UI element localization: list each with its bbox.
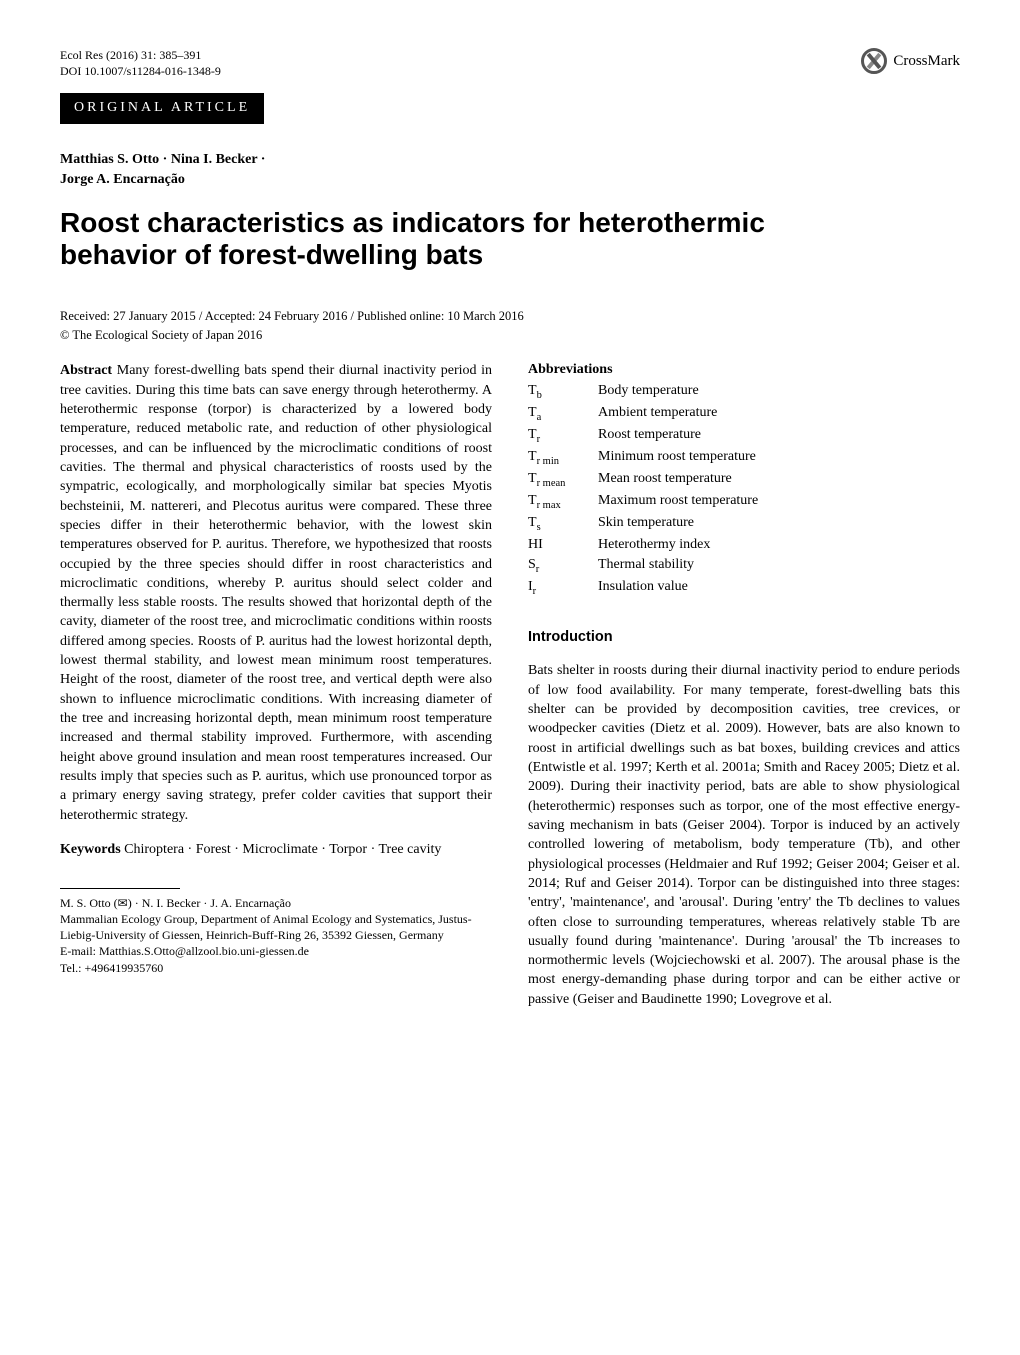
abbreviation-description: Thermal stability bbox=[598, 556, 758, 578]
introduction-body: Bats shelter in roosts during their diur… bbox=[528, 661, 960, 1009]
abbreviation-symbol: Sr bbox=[528, 556, 598, 578]
abbreviation-description: Maximum roost temperature bbox=[598, 492, 758, 514]
abbreviation-description: Mean roost temperature bbox=[598, 470, 758, 492]
crossmark-icon bbox=[861, 48, 887, 74]
abbreviation-symbol: Tr min bbox=[528, 448, 598, 470]
abbreviation-description: Ambient temperature bbox=[598, 404, 758, 426]
authors-line-1: Matthias S. Otto · Nina I. Becker · bbox=[60, 150, 960, 170]
crossmark-label: CrossMark bbox=[893, 51, 960, 71]
abbreviation-row: HIHeterothermy index bbox=[528, 536, 758, 556]
doi: DOI 10.1007/s11284-016-1348-9 bbox=[60, 64, 221, 80]
abbreviation-symbol: Ts bbox=[528, 514, 598, 536]
abbreviation-row: TsSkin temperature bbox=[528, 514, 758, 536]
crossmark-badge[interactable]: CrossMark bbox=[861, 48, 960, 74]
journal-header: Ecol Res (2016) 31: 385–391 DOI 10.1007/… bbox=[60, 48, 221, 79]
article-type-band: ORIGINAL ARTICLE bbox=[60, 93, 264, 124]
abbreviation-row: TaAmbient temperature bbox=[528, 404, 758, 426]
abbreviation-symbol: Ir bbox=[528, 578, 598, 600]
journal-citation: Ecol Res (2016) 31: 385–391 bbox=[60, 48, 221, 64]
abbreviation-description: Skin temperature bbox=[598, 514, 758, 536]
abstract-paragraph: Abstract Many forest-dwelling bats spend… bbox=[60, 361, 492, 825]
abbreviation-description: Roost temperature bbox=[598, 426, 758, 448]
abbreviation-row: SrThermal stability bbox=[528, 556, 758, 578]
introduction-heading: Introduction bbox=[528, 628, 960, 648]
abbreviation-symbol: Tr bbox=[528, 426, 598, 448]
abbreviation-symbol: Ta bbox=[528, 404, 598, 426]
right-column: Abbreviations TbBody temperatureTaAmbien… bbox=[528, 361, 960, 1009]
author-list: Matthias S. Otto · Nina I. Becker · Jorg… bbox=[60, 150, 960, 189]
correspondence-footnote: M. S. Otto (✉) · N. I. Becker · J. A. En… bbox=[60, 895, 492, 976]
keywords-body: Chiroptera · Forest · Microclimate · Tor… bbox=[124, 842, 441, 857]
article-title: Roost characteristics as indicators for … bbox=[60, 207, 880, 271]
abstract-label: Abstract bbox=[60, 363, 112, 378]
abbreviation-symbol: Tr max bbox=[528, 492, 598, 514]
abbreviation-row: Tr meanMean roost temperature bbox=[528, 470, 758, 492]
abbreviation-description: Minimum roost temperature bbox=[598, 448, 758, 470]
footnote-rule bbox=[60, 888, 180, 889]
abbreviation-description: Body temperature bbox=[598, 382, 758, 404]
left-column: Abstract Many forest-dwelling bats spend… bbox=[60, 361, 492, 1009]
abbreviation-row: IrInsulation value bbox=[528, 578, 758, 600]
article-dates: Received: 27 January 2015 / Accepted: 24… bbox=[60, 308, 960, 325]
abbreviation-symbol: Tb bbox=[528, 382, 598, 404]
abbreviation-description: Heterothermy index bbox=[598, 536, 758, 556]
keywords-paragraph: Keywords Chiroptera · Forest · Microclim… bbox=[60, 841, 492, 860]
keywords-label: Keywords bbox=[60, 842, 121, 857]
copyright-line: © The Ecological Society of Japan 2016 bbox=[60, 327, 960, 344]
footnote-affiliation: Mammalian Ecology Group, Department of A… bbox=[60, 911, 492, 943]
footnote-email: E-mail: Matthias.S.Otto@allzool.bio.uni-… bbox=[60, 943, 492, 959]
abbreviation-row: TrRoost temperature bbox=[528, 426, 758, 448]
authors-line-2: Jorge A. Encarnação bbox=[60, 170, 960, 190]
abstract-body: Many forest-dwelling bats spend their di… bbox=[60, 363, 492, 822]
abbreviation-description: Insulation value bbox=[598, 578, 758, 600]
abbreviations-heading: Abbreviations bbox=[528, 361, 960, 380]
abbreviation-symbol: HI bbox=[528, 536, 598, 556]
abbreviations-table: TbBody temperatureTaAmbient temperatureT… bbox=[528, 382, 758, 600]
abbreviation-row: Tr minMinimum roost temperature bbox=[528, 448, 758, 470]
abbreviation-row: TbBody temperature bbox=[528, 382, 758, 404]
footnote-authors: M. S. Otto (✉) · N. I. Becker · J. A. En… bbox=[60, 895, 492, 911]
abbreviation-row: Tr maxMaximum roost temperature bbox=[528, 492, 758, 514]
footnote-tel: Tel.: +496419935760 bbox=[60, 960, 492, 976]
abbreviation-symbol: Tr mean bbox=[528, 470, 598, 492]
